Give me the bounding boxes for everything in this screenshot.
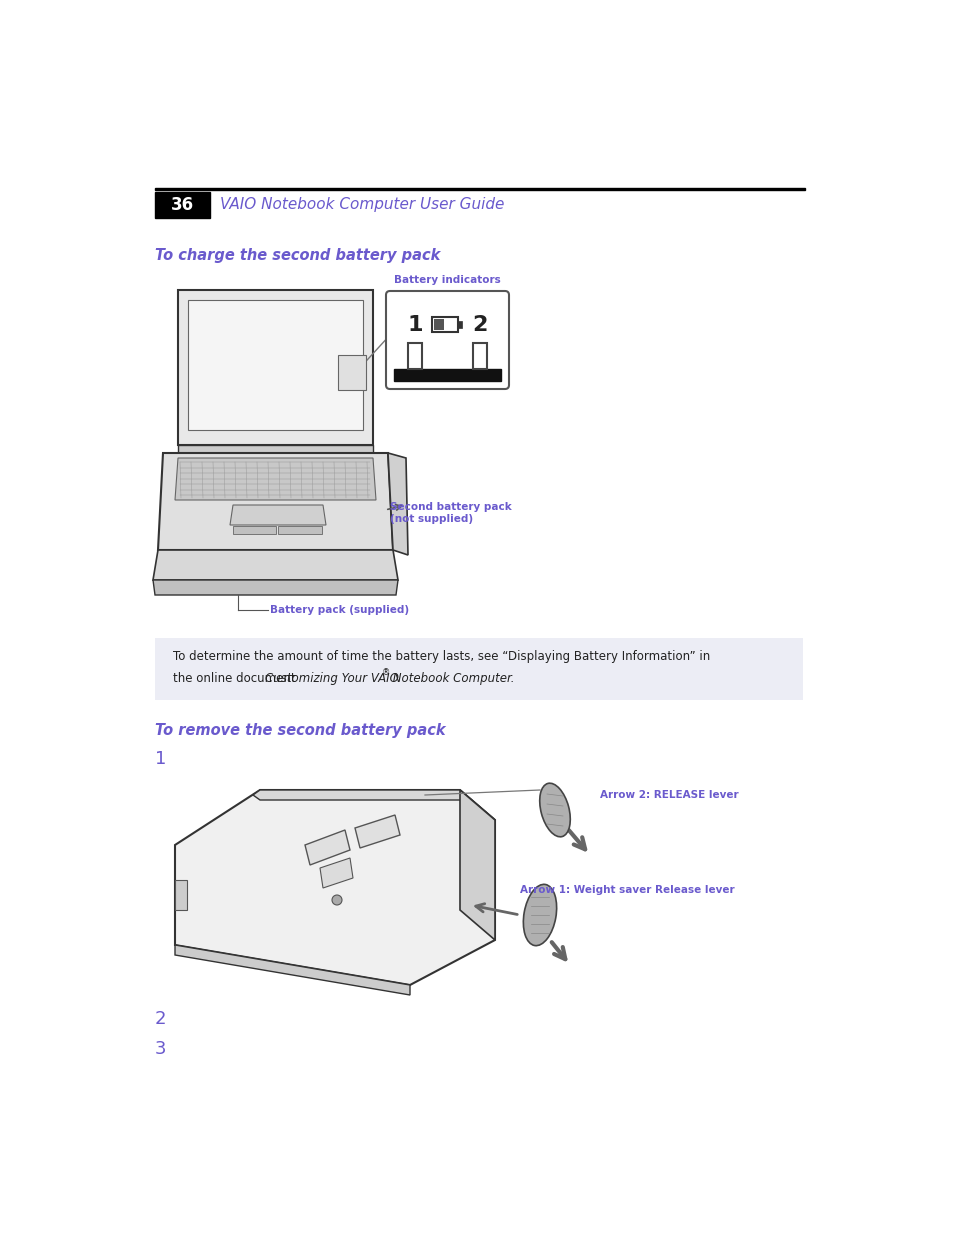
Bar bbox=[154, 191, 210, 219]
Text: 2: 2 bbox=[472, 315, 487, 335]
Text: Second battery pack
(not supplied): Second battery pack (not supplied) bbox=[390, 501, 511, 524]
Text: To charge the second battery pack: To charge the second battery pack bbox=[154, 248, 440, 263]
Text: 1: 1 bbox=[154, 750, 166, 768]
Text: Battery indicators: Battery indicators bbox=[394, 275, 500, 285]
Bar bbox=[154, 638, 802, 700]
Polygon shape bbox=[188, 300, 363, 430]
Text: To determine the amount of time the battery lasts, see “Displaying Battery Infor: To determine the amount of time the batt… bbox=[172, 650, 709, 663]
Polygon shape bbox=[388, 453, 408, 555]
Polygon shape bbox=[305, 830, 350, 864]
Polygon shape bbox=[174, 458, 375, 500]
Circle shape bbox=[332, 895, 341, 905]
FancyBboxPatch shape bbox=[386, 291, 509, 389]
Polygon shape bbox=[253, 790, 495, 825]
Text: Arrow 2: RELEASE lever: Arrow 2: RELEASE lever bbox=[599, 790, 738, 800]
Polygon shape bbox=[459, 790, 495, 940]
Text: Notebook Computer.: Notebook Computer. bbox=[389, 672, 514, 685]
Polygon shape bbox=[355, 815, 399, 848]
Bar bbox=[233, 526, 275, 534]
Polygon shape bbox=[230, 505, 326, 525]
Polygon shape bbox=[174, 790, 495, 986]
Bar bbox=[408, 343, 421, 369]
Bar bbox=[174, 881, 187, 910]
Bar bbox=[432, 317, 457, 332]
Polygon shape bbox=[178, 290, 373, 445]
Text: Arrow 1: Weight saver Release lever: Arrow 1: Weight saver Release lever bbox=[519, 885, 734, 895]
Text: ®: ® bbox=[381, 668, 390, 677]
Text: To remove the second battery pack: To remove the second battery pack bbox=[154, 722, 445, 739]
Bar bbox=[473, 343, 486, 369]
Bar bbox=[277, 526, 322, 534]
Bar bbox=[394, 369, 500, 382]
Bar bbox=[178, 445, 373, 453]
Text: 1: 1 bbox=[407, 315, 422, 335]
Ellipse shape bbox=[523, 884, 556, 946]
Bar bbox=[337, 354, 366, 390]
Bar bbox=[457, 321, 461, 329]
Bar bbox=[434, 319, 443, 330]
Text: VAIO Notebook Computer User Guide: VAIO Notebook Computer User Guide bbox=[220, 198, 504, 212]
Text: 3: 3 bbox=[154, 1040, 167, 1058]
Text: the online document: the online document bbox=[172, 672, 299, 685]
Text: 2: 2 bbox=[154, 1010, 167, 1028]
Text: Battery pack (supplied): Battery pack (supplied) bbox=[270, 605, 409, 615]
Polygon shape bbox=[174, 945, 410, 995]
Polygon shape bbox=[319, 858, 353, 888]
Ellipse shape bbox=[539, 783, 570, 837]
Polygon shape bbox=[152, 580, 397, 595]
Bar bbox=[154, 188, 804, 190]
Text: 36: 36 bbox=[171, 196, 193, 214]
Text: Customizing Your VAIO: Customizing Your VAIO bbox=[265, 672, 398, 685]
Polygon shape bbox=[158, 453, 393, 550]
Polygon shape bbox=[152, 550, 397, 580]
